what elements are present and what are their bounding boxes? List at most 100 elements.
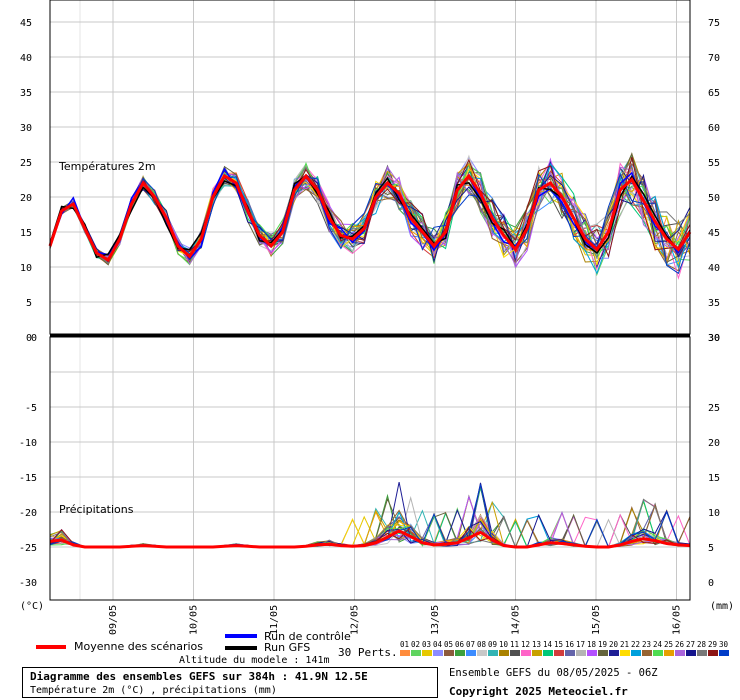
precip-right-tick: 25 <box>708 403 720 414</box>
pert-swatch <box>642 650 652 656</box>
temp-left-tick: 45 <box>20 18 32 29</box>
mean-temp-line <box>48 173 692 263</box>
control-legend-label: Run de contrôle <box>264 630 351 643</box>
pert-number: 29 <box>708 640 718 649</box>
precip-right-tick: 5 <box>708 543 714 554</box>
pert-precip-line <box>49 493 691 548</box>
pert-number: 07 <box>466 640 476 649</box>
pert-number: 28 <box>697 640 707 649</box>
temp-left-tick: 20 <box>20 193 32 204</box>
temp-left-tick: 25 <box>20 158 32 169</box>
pert-number: 16 <box>565 640 575 649</box>
temp-right-tick: 40 <box>708 263 720 274</box>
pert-number: 25 <box>664 640 674 649</box>
pert-precip-line <box>49 487 691 548</box>
pert-swatch <box>411 650 421 656</box>
pert-number: 26 <box>675 640 685 649</box>
pert-number: 12 <box>521 640 531 649</box>
temp-right-tick: 50 <box>708 193 720 204</box>
pert-precip-line <box>49 485 691 548</box>
pert-number: 23 <box>642 640 652 649</box>
pert-number: 04 <box>433 640 443 649</box>
precip-left-tick: -5 <box>25 403 37 414</box>
pert-number: 01 <box>400 640 410 649</box>
pert-swatch <box>532 650 542 656</box>
pert-swatch <box>653 650 663 656</box>
pert-precip-line <box>49 498 691 548</box>
pert-swatch <box>422 650 432 656</box>
pert-number: 10 <box>499 640 509 649</box>
pert-number: 08 <box>477 640 487 649</box>
temp-left-tick: 40 <box>20 53 32 64</box>
x-date-label: 16/05 <box>672 605 683 635</box>
pert-number: 19 <box>598 640 608 649</box>
pert-precip-line <box>49 482 691 548</box>
precip-right-tick: 15 <box>708 473 720 484</box>
pert-swatch <box>400 650 410 656</box>
temperature-panel-title: Températures 2m <box>58 160 156 173</box>
precip-right-tick: 0 <box>708 578 714 589</box>
pert-precip-line <box>49 494 691 548</box>
x-date-label: 09/05 <box>108 605 119 635</box>
pert-swatch <box>499 650 509 656</box>
pert-number: 09 <box>488 640 498 649</box>
pert-swatch <box>554 650 564 656</box>
mean-legend-swatch <box>36 645 66 649</box>
temp-left-tick: 35 <box>20 88 32 99</box>
pert-precip-line <box>49 487 691 548</box>
x-date-label: 14/05 <box>511 605 522 635</box>
main-series <box>48 167 692 549</box>
right-unit-label: (mm) <box>710 601 734 612</box>
diagram-subtitle: Température 2m (°C) , précipitations (mm… <box>30 685 277 696</box>
x-date-label: 15/05 <box>591 605 602 635</box>
precip-left-tick: -15 <box>19 473 37 484</box>
altitude-label: Altitude du modele : 141m <box>179 655 330 666</box>
pert-number: 30 <box>719 640 729 649</box>
temp-left-tick: 15 <box>20 228 32 239</box>
pert-number: 06 <box>455 640 465 649</box>
pert-swatch <box>675 650 685 656</box>
diagram-title: Diagramme des ensembles GEFS sur 384h : … <box>30 670 368 683</box>
pert-swatch <box>488 650 498 656</box>
control-legend-swatch <box>225 634 257 638</box>
pert-swatch <box>697 650 707 656</box>
pert-swatch <box>719 650 729 656</box>
pert-number: 11 <box>510 640 520 649</box>
pert-number: 20 <box>609 640 619 649</box>
pert-swatch <box>565 650 575 656</box>
pert-swatch <box>620 650 630 656</box>
temp-right-tick: 30 <box>708 333 720 344</box>
mean-legend-label: Moyenne des scénarios <box>74 640 203 653</box>
pert-swatch <box>477 650 487 656</box>
run-label: Ensemble GEFS du 08/05/2025 - 06Z <box>449 667 658 679</box>
pert-number: 05 <box>444 640 454 649</box>
pert-precip-line <box>49 495 691 548</box>
precipitation-panel-title: Précipitations <box>59 503 134 516</box>
temp-left-tick: 30 <box>20 123 32 134</box>
pert-swatch <box>664 650 674 656</box>
pert-precip-line <box>49 495 691 548</box>
chart-grid <box>50 0 690 600</box>
pert-precip-line <box>49 501 691 548</box>
pert-swatch <box>466 650 476 656</box>
x-date-label: 13/05 <box>430 605 441 635</box>
pert-number: 02 <box>411 640 421 649</box>
pert-number: 21 <box>620 640 630 649</box>
temp-right-tick: 60 <box>708 123 720 134</box>
temp-right-tick: 45 <box>708 228 720 239</box>
pert-swatch <box>631 650 641 656</box>
pert-swatch <box>521 650 531 656</box>
left-unit-label: (°C) <box>20 601 44 612</box>
pert-number: 24 <box>653 640 663 649</box>
x-date-label: 12/05 <box>350 605 361 635</box>
pert-swatch <box>510 650 520 656</box>
pert-swatch <box>587 650 597 656</box>
pert-swatch <box>576 650 586 656</box>
mean-precip-line <box>49 529 691 549</box>
pert-precip-line <box>49 495 691 548</box>
pert-number: 13 <box>532 640 542 649</box>
x-date-label: 11/05 <box>269 605 280 635</box>
perts-label: 30 Perts. <box>338 646 398 659</box>
pert-precip-line <box>49 484 691 548</box>
